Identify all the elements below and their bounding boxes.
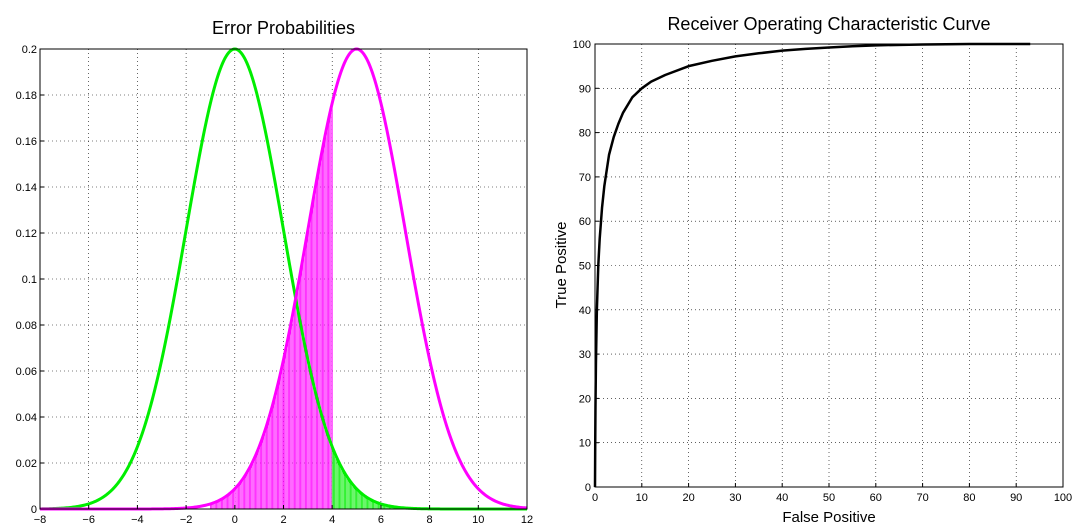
- y-tick-label: 0.12: [16, 228, 37, 240]
- x-tick-label: 2: [280, 514, 286, 526]
- x-tick-label: −2: [180, 514, 193, 526]
- y-tick-label: 90: [579, 83, 591, 95]
- x-tick-label: 80: [963, 492, 975, 504]
- tick-labels: 0 10 20 30 40 50 60 70 80 90 100 0 10 20 30 40 50 60 70 80 9…: [573, 39, 1073, 504]
- x-tick-label: 6: [378, 514, 384, 526]
- x-tick-label: 40: [776, 492, 788, 504]
- y-tick-label: 20: [579, 393, 591, 405]
- x-tick-label: 30: [729, 492, 741, 504]
- y-tick-label: 0.04: [16, 412, 37, 424]
- y-tick-label: 0: [585, 482, 591, 494]
- x-tick-label: 0: [232, 514, 238, 526]
- x-tick-label: 10: [472, 514, 484, 526]
- tick-labels: −8 −6 −4 −2 0 2 4 6 8 10 12 0 0.02 0.04 0.06 0.08 0.1 0.1…: [16, 44, 534, 526]
- y-tick-label: 0.08: [16, 320, 37, 332]
- y-tick-label: 80: [579, 128, 591, 140]
- x-tick-label: −6: [82, 514, 95, 526]
- chart-title: Error Probabilities: [212, 18, 355, 38]
- y-tick-label: 10: [579, 438, 591, 450]
- y-tick-label: 0.2: [22, 44, 37, 56]
- y-tick-label: 70: [579, 172, 591, 184]
- y-tick-label: 0.18: [16, 90, 37, 102]
- y-tick-label: 0.14: [16, 182, 37, 194]
- x-axis-label: False Positive: [782, 509, 875, 526]
- error-probabilities-chart: Error Probabilities −8 −6 −4 −2 0 2 4 6 8 10 12 0 0.…: [16, 18, 534, 526]
- y-tick-label: 40: [579, 305, 591, 317]
- chart-title: Receiver Operating Characteristic Curve: [667, 14, 990, 34]
- shaded-error-regions: [210, 103, 521, 509]
- x-tick-label: −8: [34, 514, 47, 526]
- x-tick-label: 70: [916, 492, 928, 504]
- roc-curve: [593, 42, 1031, 488]
- y-tick-label: 0.06: [16, 366, 37, 378]
- curves: [593, 42, 1031, 488]
- y-tick-label: 0.02: [16, 458, 37, 470]
- y-tick-label: 50: [579, 261, 591, 273]
- x-tick-label: 50: [823, 492, 835, 504]
- x-tick-label: −4: [131, 514, 144, 526]
- y-tick-label: 30: [579, 349, 591, 361]
- y-tick-label: 0.16: [16, 136, 37, 148]
- y-tick-label: 60: [579, 216, 591, 228]
- y-tick-label: 0.1: [22, 274, 37, 286]
- x-tick-label: 100: [1054, 492, 1072, 504]
- x-tick-label: 90: [1010, 492, 1022, 504]
- x-tick-label: 60: [870, 492, 882, 504]
- y-tick-label: 100: [573, 39, 591, 51]
- x-tick-label: 0: [592, 492, 598, 504]
- y-axis-label: True Positive: [553, 222, 570, 309]
- x-tick-label: 8: [427, 514, 433, 526]
- x-tick-label: 10: [636, 492, 648, 504]
- x-tick-label: 20: [682, 492, 694, 504]
- x-tick-label: 4: [329, 514, 335, 526]
- roc-chart: Receiver Operating Characteristic Curve …: [553, 14, 1072, 526]
- y-tick-label: 0: [31, 504, 37, 516]
- x-tick-label: 12: [521, 514, 533, 526]
